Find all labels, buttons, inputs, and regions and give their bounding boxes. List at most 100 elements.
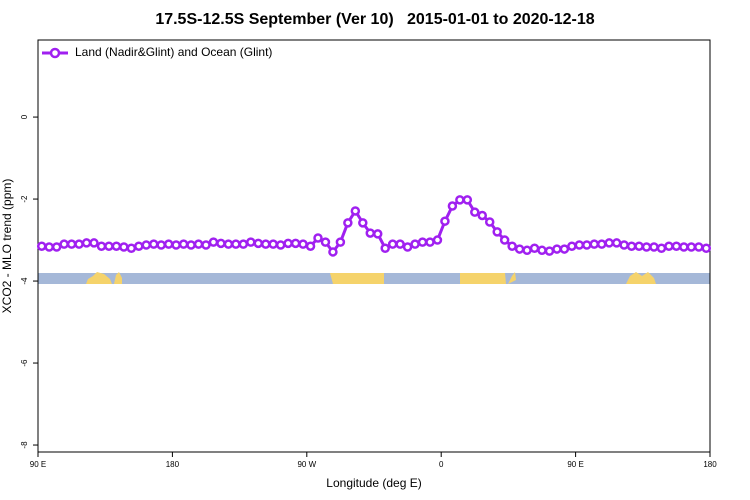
data-point [201,240,211,250]
data-point [81,238,92,248]
data-point [89,238,99,248]
data-point [671,241,682,251]
data-point [268,239,278,249]
data-point [686,242,697,252]
data-point [290,238,301,249]
data-point [417,237,428,247]
data-point [208,237,219,247]
y-tick-label: 0 [20,114,29,119]
data-point [380,243,390,254]
data-point [447,201,458,211]
data-point [664,241,674,251]
data-point [522,245,532,256]
data-point [171,240,181,250]
data-point [425,237,435,247]
data-point [148,239,159,249]
y-tick-label: -4 [20,277,29,285]
x-tick-label: 180 [703,460,717,469]
data-point [701,243,712,254]
data-point [492,227,502,237]
data-point [596,239,607,249]
data-point [223,239,234,249]
data-point [462,195,473,205]
data-point [589,239,600,249]
data-point [216,238,226,249]
data-point [126,243,137,254]
data-point [59,239,69,249]
legend-label: Land (Nadir&Glint) and Ocean (Glint) [75,45,272,59]
x-tick-label: 90 E [567,460,583,469]
data-point [432,235,443,245]
data-point [567,241,577,251]
data-point [604,238,614,248]
data-point [260,239,271,249]
data-point [410,239,420,249]
data-point [484,217,495,227]
data-point [529,243,540,254]
data-point [372,229,383,239]
data-point [402,242,413,252]
data-point [387,239,398,249]
data-point [298,239,308,249]
data-point [253,238,264,249]
data-point [544,246,555,256]
data-point [365,228,376,238]
data-point [477,210,488,221]
data-point [238,239,249,249]
data-point [634,241,644,251]
x-axis-title: Longitude (deg E) [326,476,421,490]
x-tick-label: 0 [439,460,444,469]
land-patch [114,272,122,284]
data-point [656,243,667,254]
data-point [156,240,166,250]
data-point [335,237,346,247]
data-point [455,195,465,205]
data-point [36,241,47,251]
land-mask [38,272,710,284]
data-point [574,240,585,250]
data-point [305,241,316,251]
data-point [641,242,652,252]
data-point [134,241,144,251]
data-point [358,218,368,228]
data-point [246,237,256,247]
data-point [96,241,107,251]
data-point [51,242,62,252]
x-tick-label: 180 [166,460,180,469]
data-point [470,207,480,217]
data-point [104,241,114,251]
data-point [440,216,450,226]
data-point [74,239,84,249]
data-point [66,239,77,249]
data-point [186,240,196,250]
data-point [626,241,637,251]
y-axis-title: XCO2 - MLO trend (ppm) [0,179,14,314]
data-point [395,239,405,249]
data-point [343,218,353,228]
x-tick-label: 90 E [30,460,46,469]
data-point [275,240,286,250]
data-point [163,239,174,249]
data-point [507,241,517,251]
data-point [119,242,129,252]
data-point [552,244,562,254]
land-patch [508,272,516,284]
data-point [559,244,570,254]
data-point [231,239,241,249]
data-point [193,239,204,249]
x-tick-label: 90 W [297,460,316,469]
land-patch [86,272,112,284]
legend-marker [49,47,61,59]
y-tick-label: -2 [20,195,29,203]
data-point [514,244,525,254]
data-point [611,238,622,248]
data-point [111,241,122,251]
chart-title: 17.5S-12.5S September (Ver 10) 2015-01-0… [155,11,594,28]
data-point [649,242,659,252]
data-point [350,206,361,216]
y-tick-label: -8 [20,441,29,449]
data-point [328,247,338,257]
land-patch [330,273,384,284]
